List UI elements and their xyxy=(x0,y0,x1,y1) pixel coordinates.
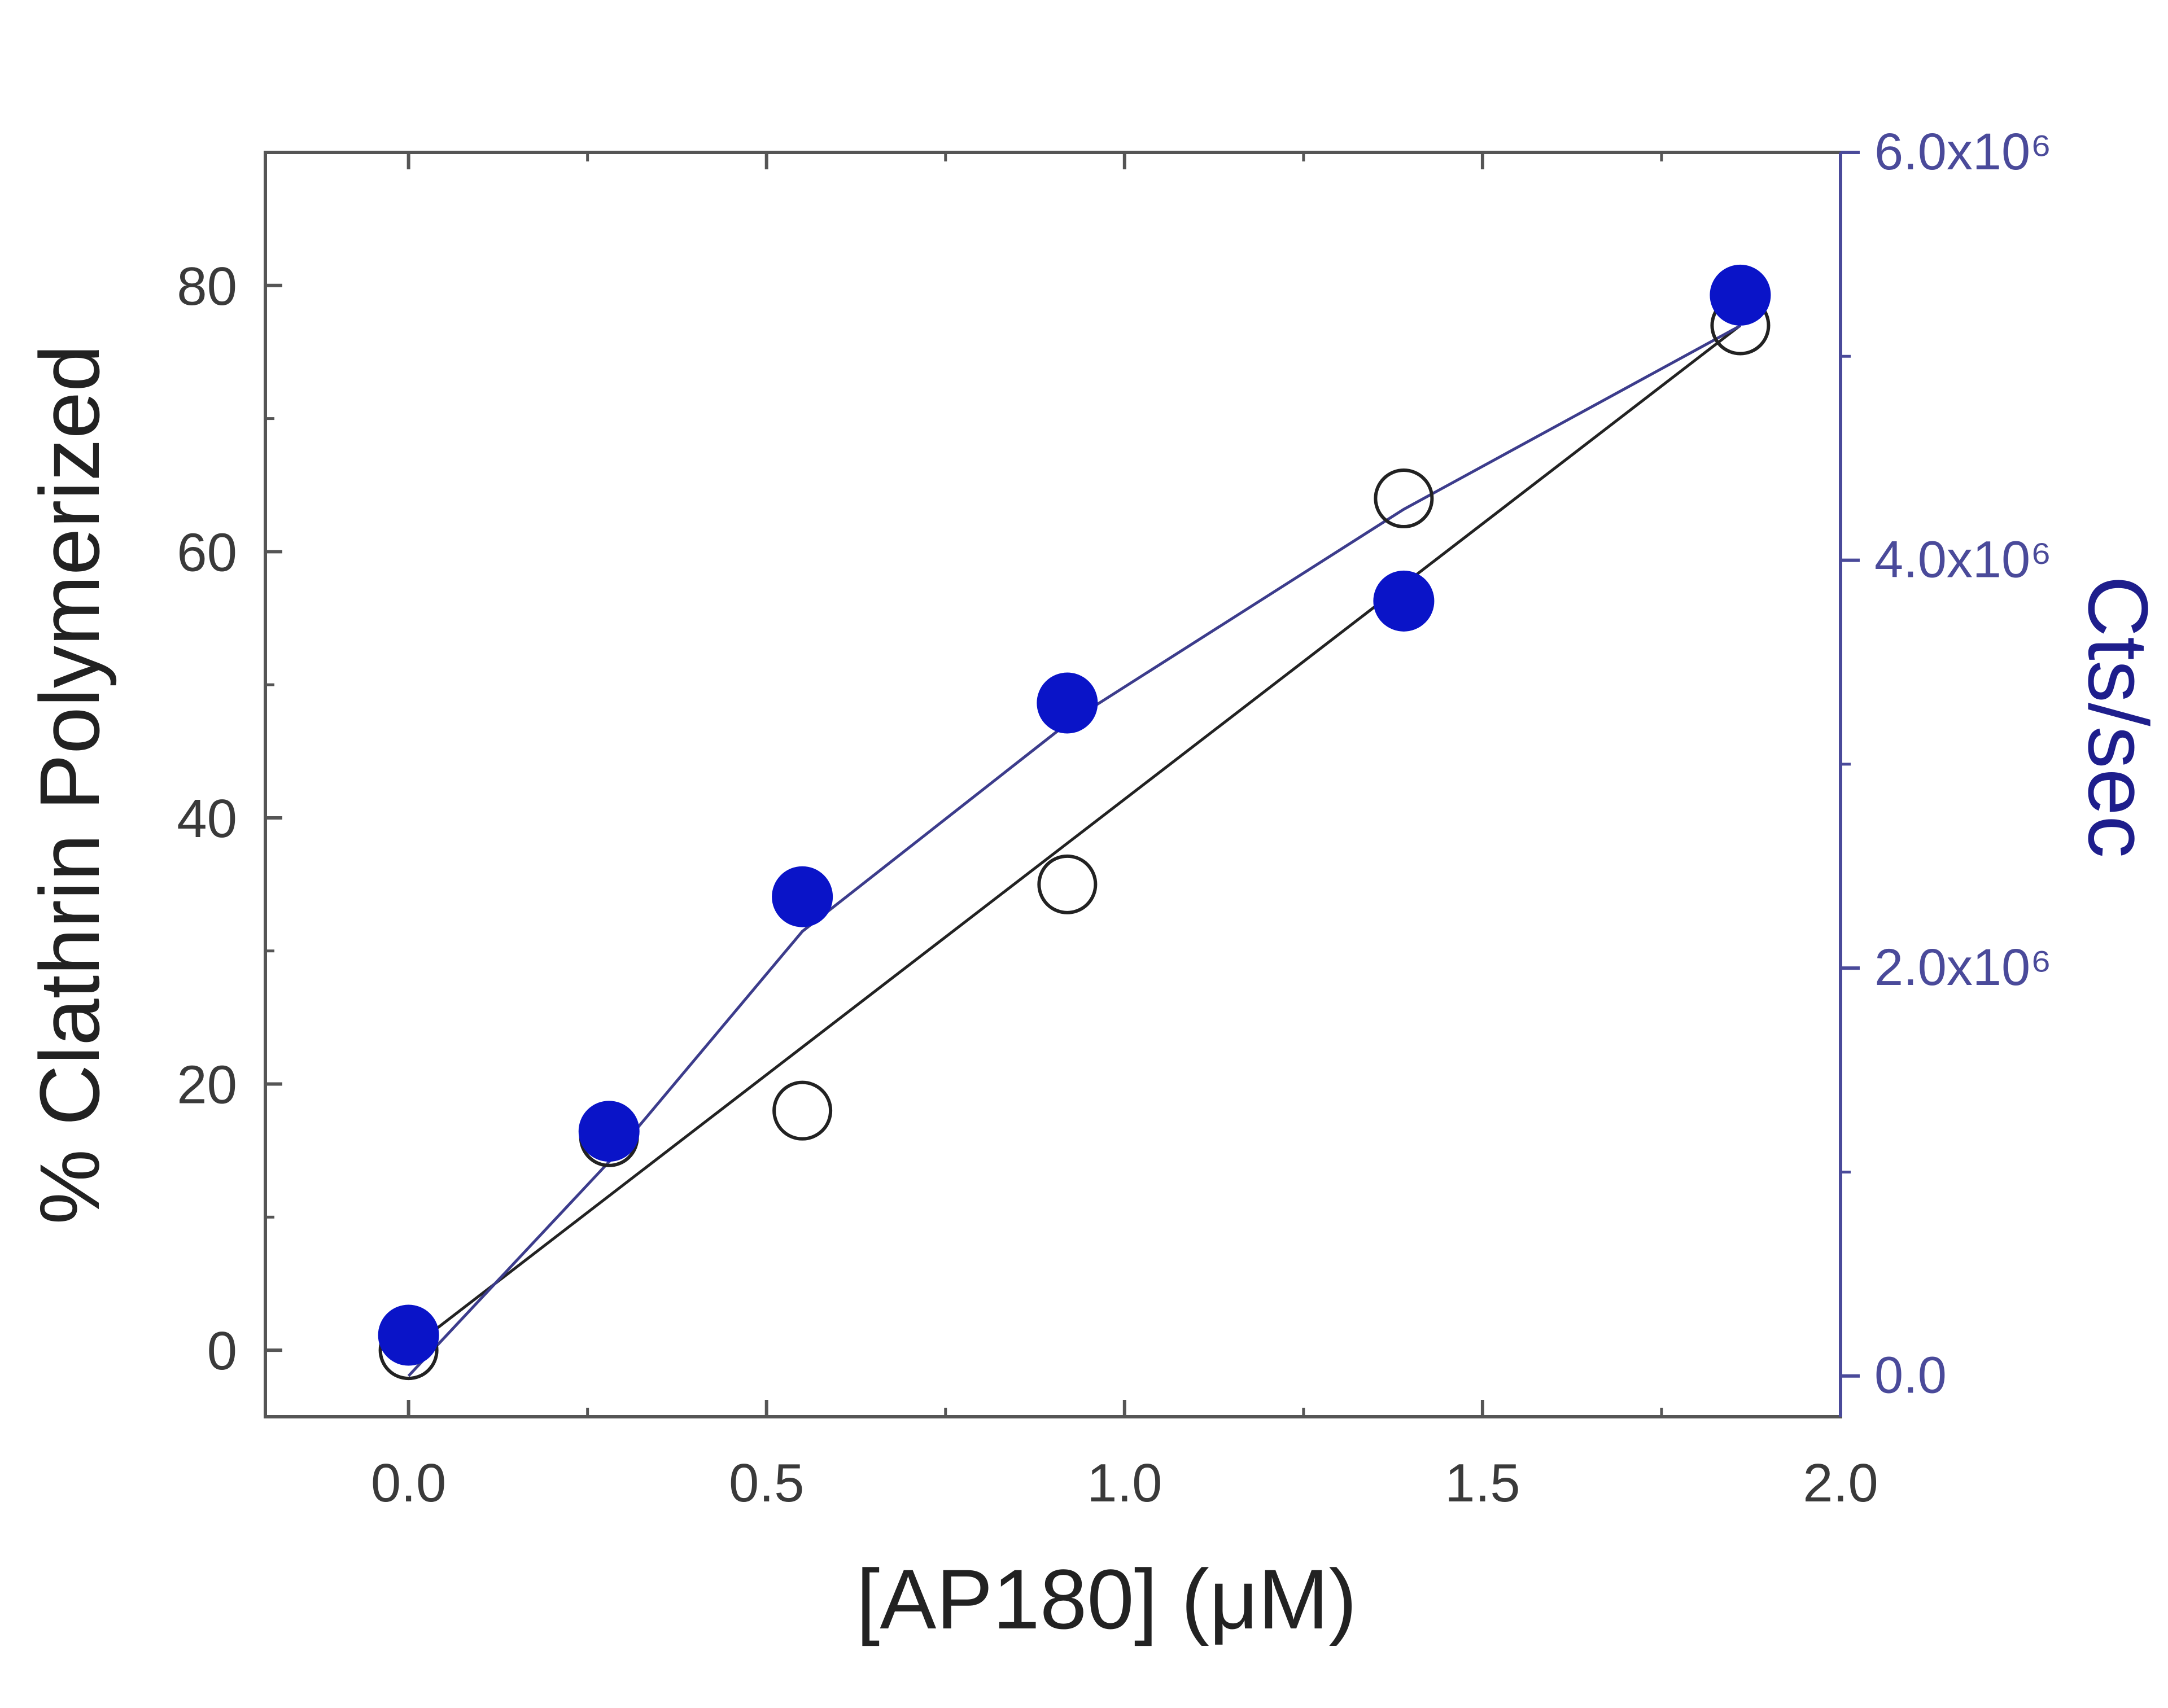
y2-tick-label: 2.0x10⁶ xyxy=(1874,939,2052,996)
y-axis-title: % Clathrin Polymerized xyxy=(22,345,117,1225)
y2-tick-label: 6.0x10⁶ xyxy=(1874,123,2052,181)
x-axis-ticks: 0.0 0.5 1.0 1.5 2.0 xyxy=(371,152,1878,1513)
x-tick-label: 2.0 xyxy=(1803,1453,1878,1513)
y-tick-label: 60 xyxy=(177,522,237,583)
series-2-point xyxy=(772,866,833,927)
x-tick-label: 0.5 xyxy=(729,1453,804,1513)
x-tick-label: 1.0 xyxy=(1087,1453,1162,1513)
series-2-fit-line xyxy=(407,324,1741,1377)
series-1-point xyxy=(1374,468,1434,529)
series-2-point xyxy=(378,1304,439,1366)
y-tick-label: 0 xyxy=(207,1321,237,1381)
y-tick-label: 20 xyxy=(177,1055,237,1115)
y-tick-label: 80 xyxy=(177,256,237,317)
data-points xyxy=(378,264,1771,1381)
plot-frame xyxy=(264,151,1842,1418)
y2-tick-label: 4.0x10⁶ xyxy=(1874,531,2052,589)
series-1-point xyxy=(772,1080,833,1141)
fit-lines xyxy=(407,324,1742,1377)
series-2-point xyxy=(1037,672,1098,734)
x-tick-label: 0.0 xyxy=(371,1453,446,1513)
y-axis-ticks: 0 20 40 60 80 xyxy=(177,256,282,1381)
y-tick-label: 40 xyxy=(177,789,237,849)
series-1-fit-line xyxy=(408,324,1742,1352)
x-tick-label: 1.5 xyxy=(1445,1453,1520,1513)
y2-axis-title: Cts/sec xyxy=(2071,576,2166,858)
x-axis-title: [AP180] (μM) xyxy=(856,1552,1357,1646)
y2-axis-ticks: 0.0 2.0x10⁶ 4.0x10⁶ 6.0x10⁶ xyxy=(1839,123,2052,1417)
series-1-point xyxy=(1037,854,1098,914)
series-2-point xyxy=(1710,264,1771,326)
series-2-point xyxy=(578,1101,640,1162)
series-2-point xyxy=(1373,570,1435,632)
y2-tick-label: 0.0 xyxy=(1874,1347,1947,1404)
